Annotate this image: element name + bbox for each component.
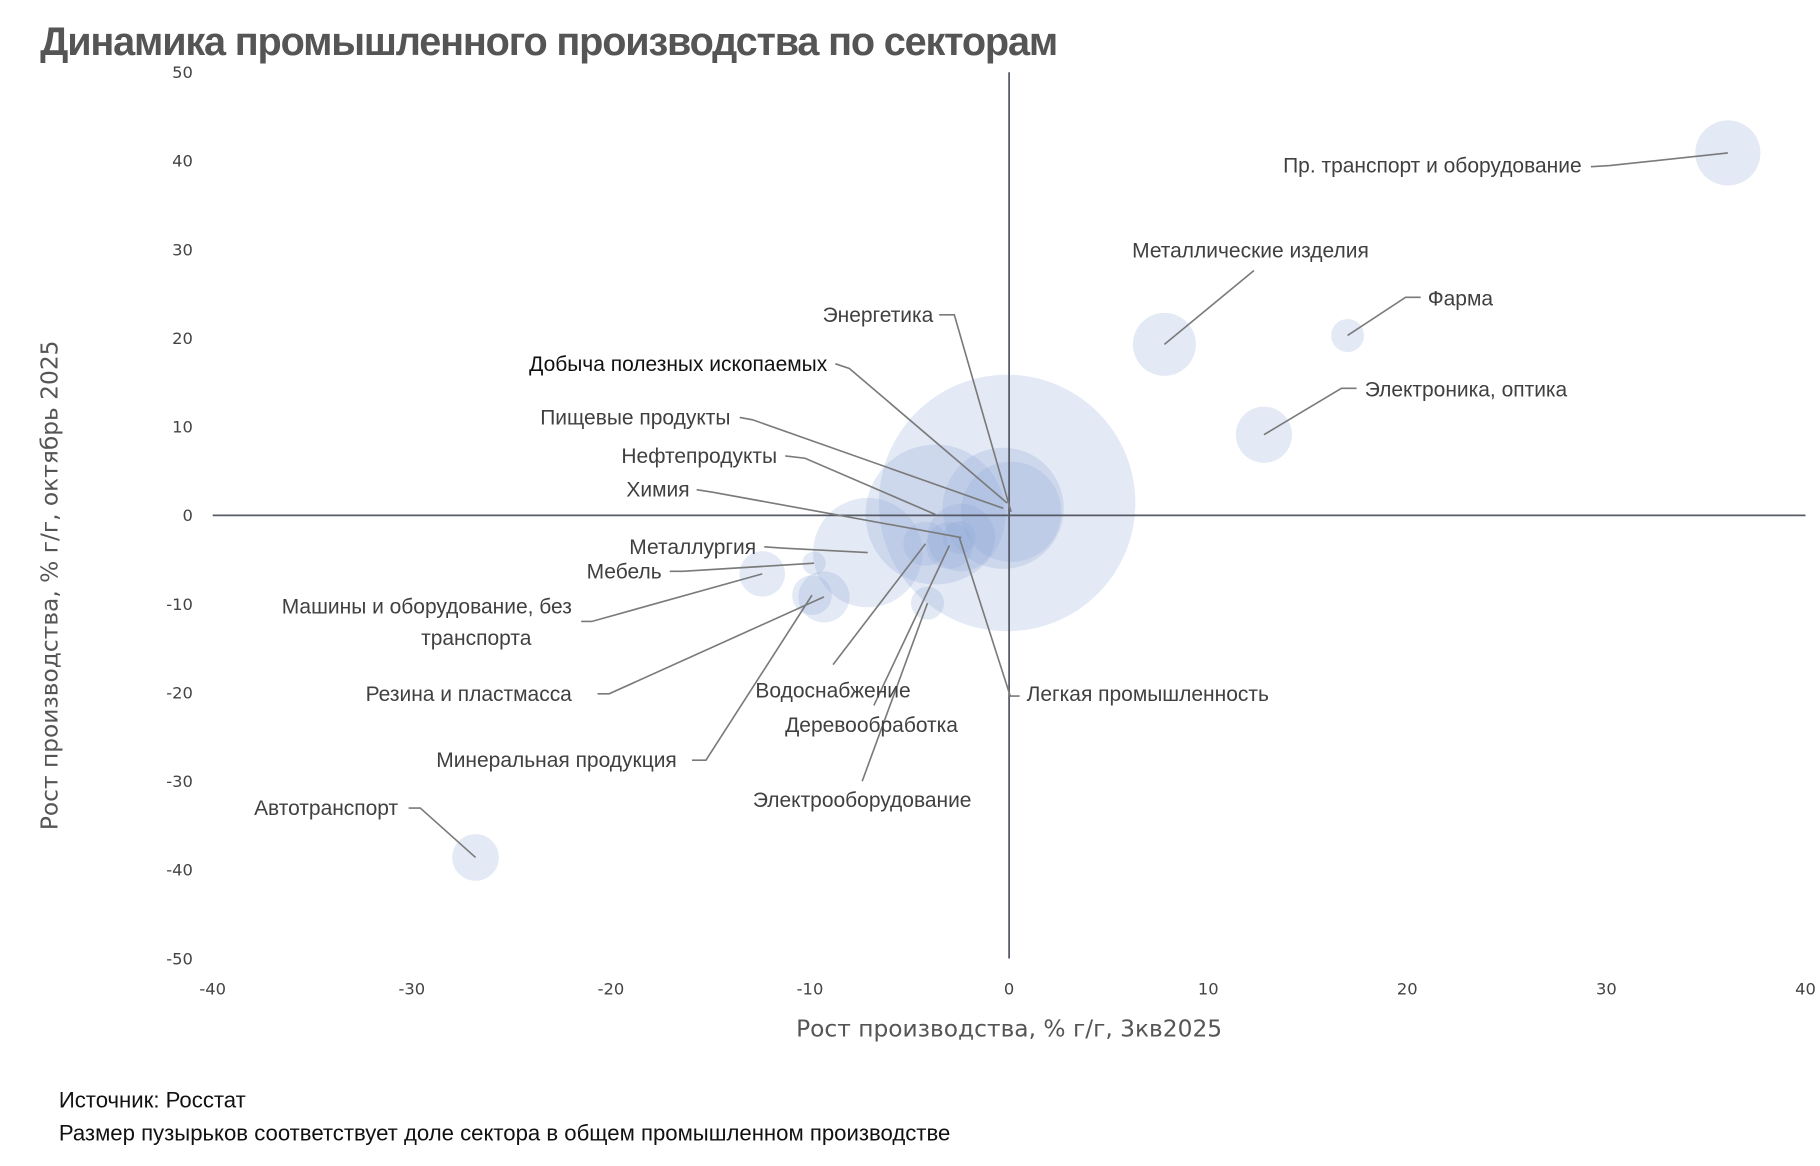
y-tick-label: -20 [166,683,193,702]
x-tick-label: 40 [1795,980,1816,999]
x-tick-label: -20 [598,980,625,999]
data-label: Мебель [587,560,662,583]
data-label-line1: Машины и оборудование, без [282,595,572,618]
leader-line [835,363,1008,504]
y-tick-label: 30 [172,240,193,259]
y-tick-label: 10 [172,418,193,437]
leader-line [1347,296,1421,337]
leader-line [1163,269,1255,345]
x-axis-title: Рост производства, % г/г, 3кв2025 [796,1016,1222,1043]
x-tick-label: -10 [797,980,824,999]
data-label: Электроника, оптика [1365,378,1568,401]
leader-line [832,543,927,666]
chart-title: Динамика промышленного производства по с… [40,20,1057,64]
data-label: Металлургия [629,536,756,559]
leader-line [669,562,815,573]
data-label: Нефтепродукты [621,445,777,468]
data-label: Фарма [1428,287,1494,310]
y-tick-label: 50 [172,63,193,82]
leader-line [581,573,763,623]
data-label: Машины и оборудование, без транспорта [282,595,572,649]
ticks-layer: -40 -30 -20 -10 0 10 20 30 40 50 40 30 20 10 0 -10 -20 -3… [166,63,1816,998]
x-tick-label: 10 [1198,980,1219,999]
leader-lines-layer [408,152,1728,859]
y-tick-label: 20 [172,329,193,348]
leader-line [958,537,1020,697]
leader-line [1263,387,1357,436]
leader-line [785,455,936,516]
leader-line [764,546,868,554]
y-tick-label: -40 [166,861,193,880]
y-tick-label: 40 [172,152,193,171]
leader-line [873,545,951,706]
data-label: Химия [626,479,689,502]
data-label: Легкая промышленность [1027,683,1269,706]
data-label: Добыча полезных ископаемых [529,353,828,376]
data-label: Пищевые продукты [540,406,730,429]
y-tick-label: -30 [166,772,193,791]
y-tick-label: -10 [166,595,193,614]
leader-line [861,602,929,782]
data-label: Энергетика [823,304,934,327]
x-tick-label: -30 [398,980,425,999]
y-axis-title: Рост производства, % г/г, октябрь 2025 [37,340,64,830]
source-note: Источник: Росстат [59,1088,246,1113]
leader-line [939,314,1012,513]
leader-line [739,416,1004,510]
leader-line [696,488,962,539]
data-label: Металлические изделия [1132,240,1369,263]
data-labels-layer: Добыча полезных ископаемых Нефтепродукты П… [254,155,1582,820]
leader-line [408,807,477,859]
data-label-line2: транспорта [421,627,532,650]
data-label: Автотранспорт [254,797,398,820]
bubble-size-note: Размер пузырьков соответствует доле сект… [59,1120,950,1145]
x-tick-label: 30 [1596,980,1617,999]
y-tick-label: 0 [183,506,193,525]
data-label: Резина и пластмасса [366,683,573,706]
y-tick-label: -50 [166,949,193,968]
x-tick-label: -40 [199,980,226,999]
data-label: Деревообработка [785,714,958,737]
bubble [910,586,944,620]
data-label: Пр. транспорт и оборудование [1283,155,1582,178]
leader-line [1590,152,1728,168]
data-label: Минеральная продукция [436,749,677,772]
data-label: Водоснабжение [755,679,910,702]
x-tick-label: 0 [1004,980,1014,999]
leader-line [691,594,813,762]
leader-line [597,596,825,695]
data-label: Электрооборудование [753,789,972,812]
x-tick-label: 20 [1397,980,1418,999]
